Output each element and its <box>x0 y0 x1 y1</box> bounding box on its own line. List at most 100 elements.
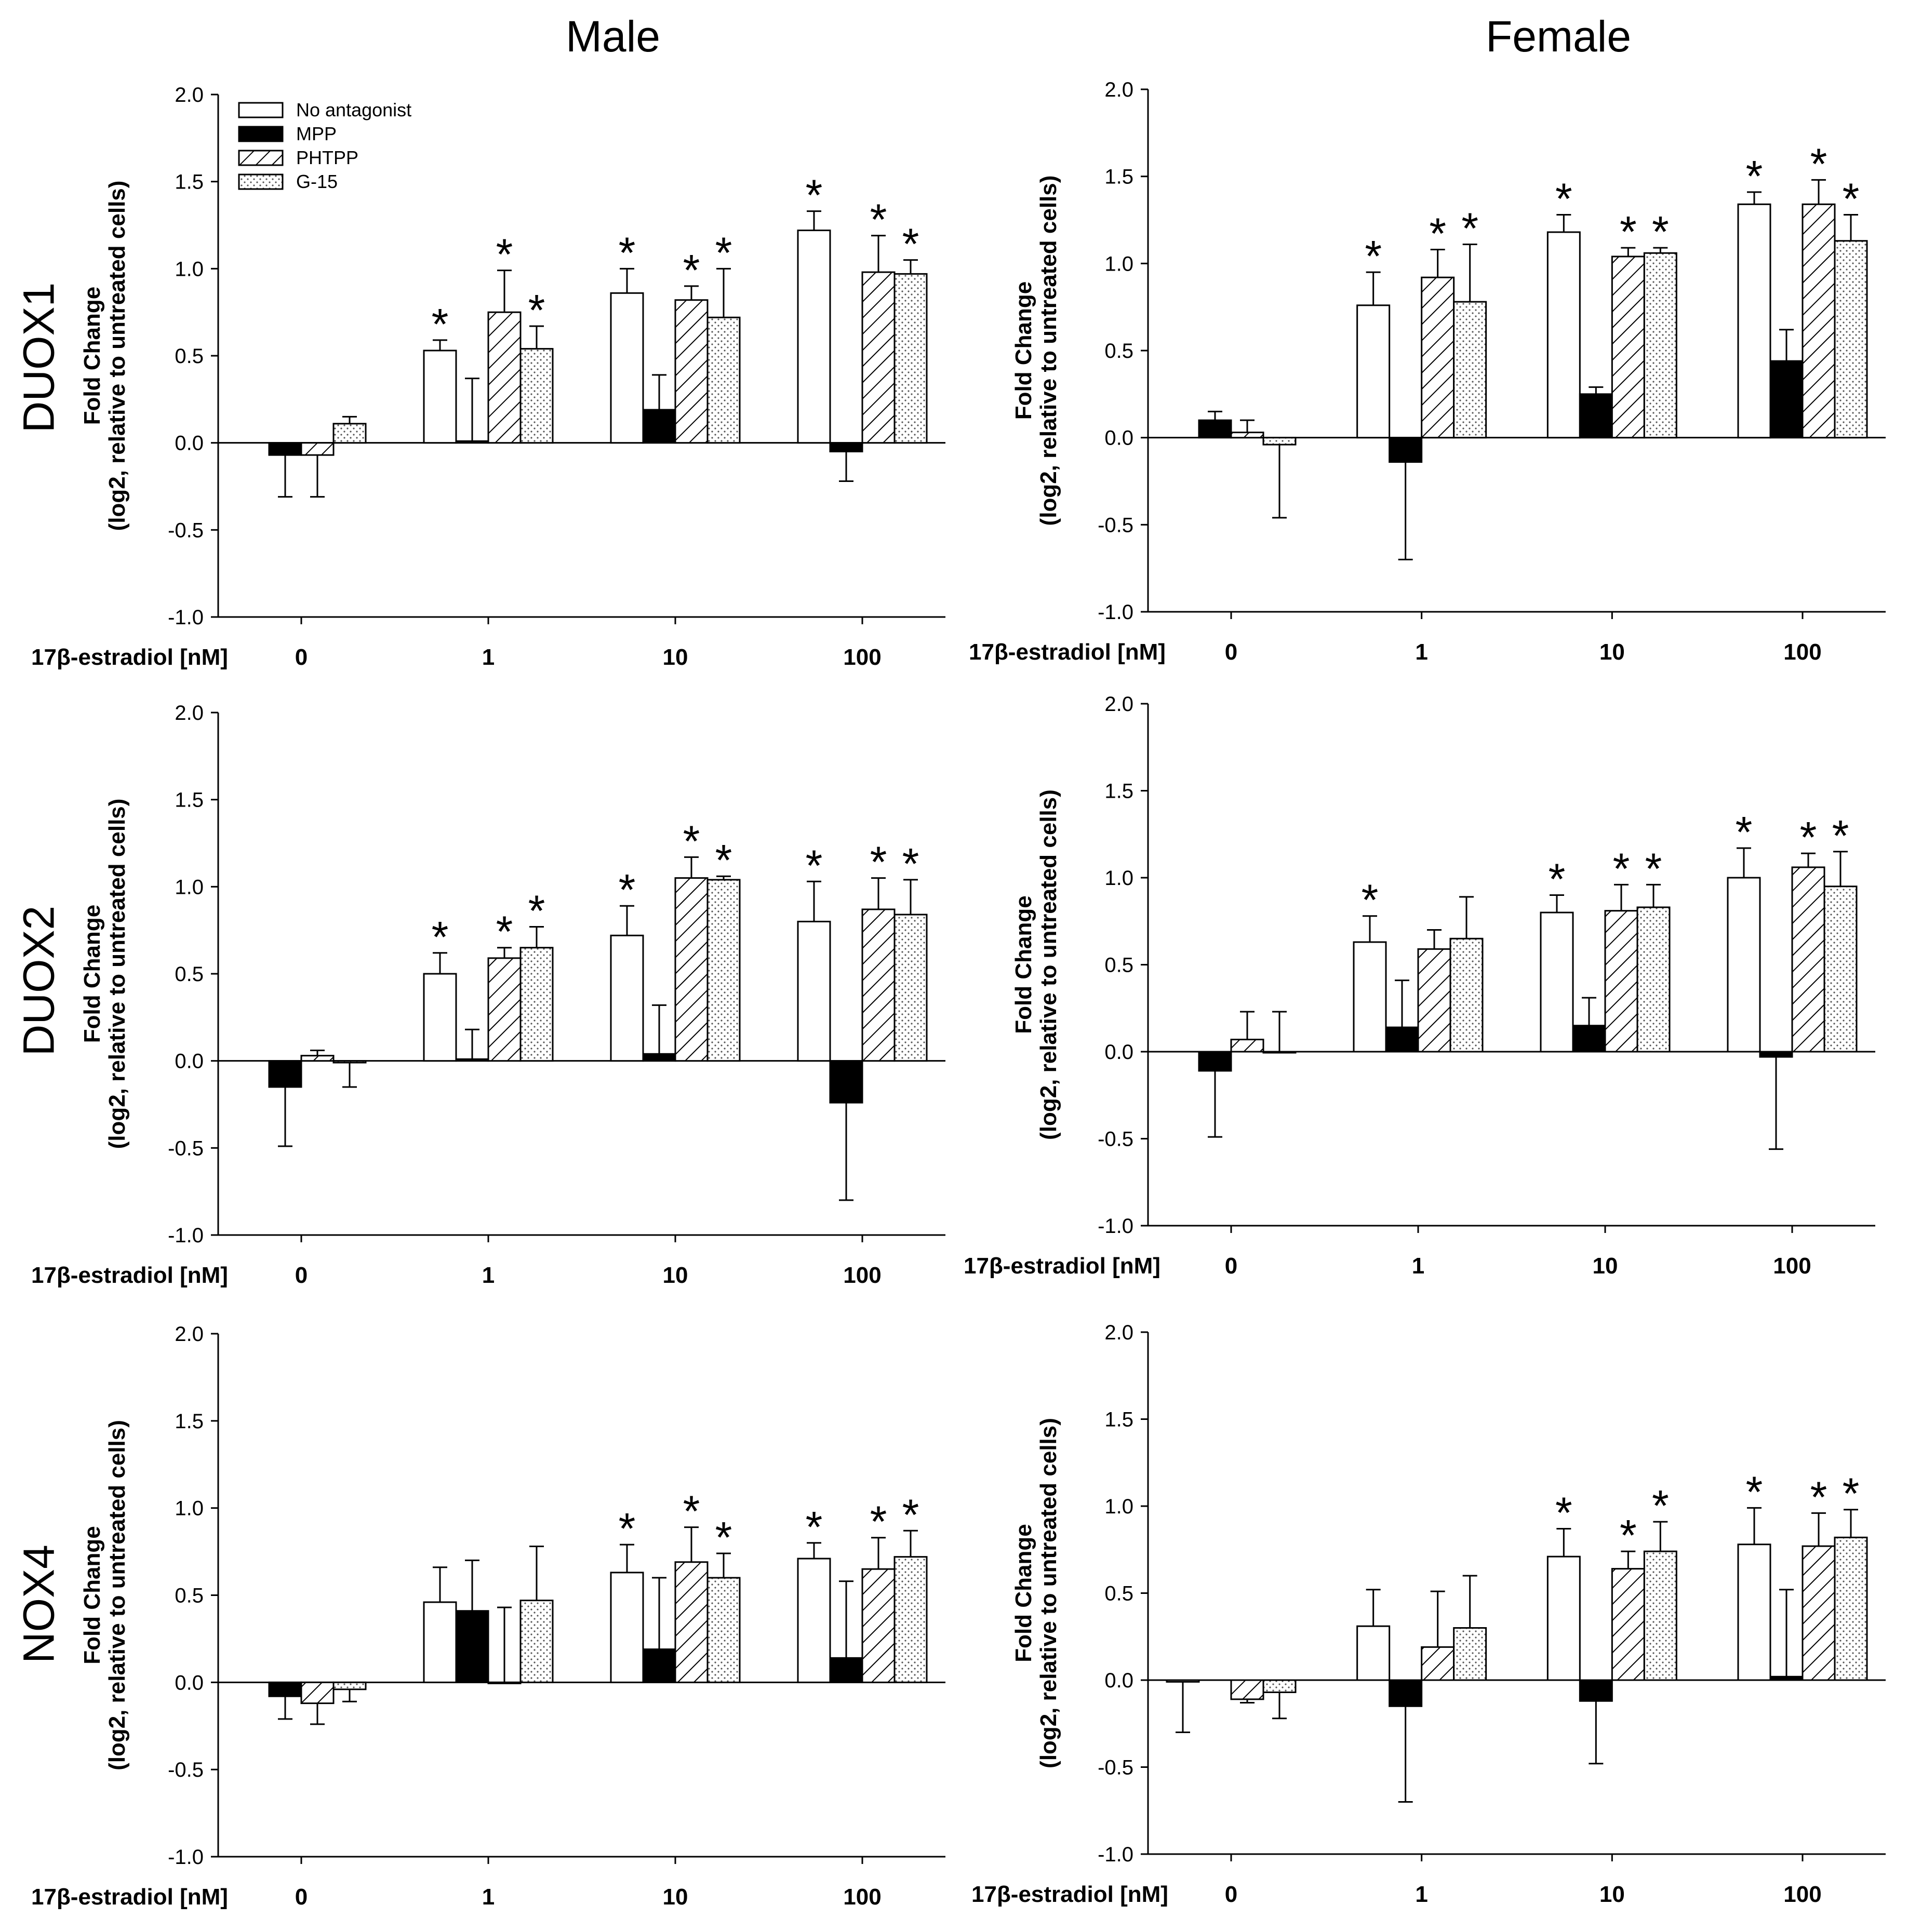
significance-star: * <box>683 246 700 294</box>
significance-star: * <box>1429 209 1446 258</box>
y-tick-label: 1.5 <box>1104 1408 1133 1431</box>
y-tick-label: -0.5 <box>1098 1756 1133 1779</box>
y-tick-label: -0.5 <box>1098 514 1133 536</box>
bar-mpp <box>1769 1675 1804 1681</box>
x-axis-title: 17β-estradiol [nM] <box>969 639 1166 665</box>
bar-no-antagonist <box>1546 1555 1581 1681</box>
y-tick-label: -1.0 <box>1098 1843 1133 1866</box>
x-axis-title: 17β-estradiol [nM] <box>971 1882 1168 1907</box>
bar-phtpp <box>674 299 709 444</box>
bar-phtpp <box>1230 432 1264 439</box>
bar-phtpp <box>1802 203 1836 439</box>
y-tick-label: 0.5 <box>175 963 204 986</box>
significance-star: * <box>1620 1511 1637 1560</box>
x-tick-label: 100 <box>1783 1882 1821 1907</box>
column-title-female: Female <box>1485 12 1632 61</box>
legend-label: No antagonist <box>296 99 411 120</box>
significance-star: * <box>715 228 732 277</box>
y-axis-title: Fold Change <box>1011 895 1036 1034</box>
x-tick-label: 100 <box>843 645 881 670</box>
significance-star: * <box>1652 1481 1669 1530</box>
significance-star: * <box>1362 876 1379 924</box>
x-axis-title: 17β-estradiol [nM] <box>31 1263 228 1288</box>
significance-star: * <box>1810 1472 1827 1521</box>
bar-mpp <box>642 1648 676 1683</box>
bar-g-15 <box>1643 1550 1677 1681</box>
significance-star: * <box>496 230 513 279</box>
bar-g-15 <box>519 348 554 444</box>
significance-star: * <box>1461 204 1478 252</box>
bar-phtpp <box>674 1561 709 1683</box>
bar-mpp <box>829 1657 863 1683</box>
significance-star: * <box>1832 811 1849 860</box>
bar-phtpp <box>300 442 335 456</box>
y-tick-label: 0.0 <box>1104 1041 1133 1064</box>
y-axis-title: Fold Change <box>1011 1524 1036 1662</box>
bar-no-antagonist <box>423 973 457 1062</box>
bar-mpp <box>829 442 863 452</box>
y-tick-label: 2.0 <box>1104 1321 1133 1344</box>
bar-mpp <box>455 1058 489 1062</box>
y-tick-label: 0.5 <box>1104 954 1133 977</box>
y-tick-label: 1.5 <box>175 1410 204 1433</box>
bar-no-antagonist <box>1356 1625 1391 1681</box>
bar-no-antagonist <box>1353 941 1387 1053</box>
bar-no-antagonist <box>1356 304 1391 439</box>
bar-g-15 <box>1643 252 1677 439</box>
y-tick-label: 0.0 <box>1104 1669 1133 1692</box>
y-tick-label: 1.5 <box>175 171 204 194</box>
y-tick-label: 1.0 <box>1104 867 1133 890</box>
significance-star: * <box>1645 844 1662 893</box>
y-axis-subtitle: (log2, relative to untreated cells) <box>1036 176 1061 526</box>
x-axis-title: 17β-estradiol [nM] <box>964 1253 1160 1279</box>
significance-star: * <box>1549 855 1566 904</box>
bar-no-antagonist <box>1737 203 1771 439</box>
legend-swatch <box>238 102 284 118</box>
bar-g-15 <box>893 914 928 1062</box>
y-tick-label: 1.0 <box>175 258 204 280</box>
y-tick-label: 1.0 <box>175 1497 204 1520</box>
bar-phtpp <box>1802 1545 1836 1681</box>
significance-star: * <box>1810 139 1827 188</box>
bar-g-15 <box>706 879 741 1062</box>
bar-mpp <box>1579 1679 1613 1702</box>
y-tick-label: -1.0 <box>168 1846 204 1869</box>
bar-no-antagonist <box>1166 1679 1200 1683</box>
x-axis-title: 17β-estradiol [nM] <box>31 645 228 670</box>
y-tick-label: -0.5 <box>168 1759 204 1781</box>
bar-g-15 <box>332 423 367 444</box>
bar-g-15 <box>519 947 554 1062</box>
significance-star: * <box>1746 1467 1763 1516</box>
y-tick-label: 2.0 <box>1104 693 1133 716</box>
x-tick-label: 0 <box>1225 1253 1237 1279</box>
bar-g-15 <box>893 273 928 444</box>
y-tick-label: 1.5 <box>175 789 204 812</box>
x-tick-label: 10 <box>1599 639 1625 665</box>
significance-star: * <box>1746 152 1763 200</box>
chart-panel-duox1-male: -1.0 -0.5 0.0 0.5 1.0 1.5 2.0 Fold Change (log2,… <box>31 84 945 670</box>
significance-star: * <box>1652 207 1669 256</box>
bar-mpp <box>1198 1051 1232 1072</box>
bar-phtpp <box>674 877 709 1062</box>
x-tick-label: 100 <box>843 1884 881 1910</box>
y-axis-subtitle: (log2, relative to untreated cells) <box>1036 1418 1061 1768</box>
bar-mpp <box>1389 1679 1423 1707</box>
y-tick-label: -0.5 <box>168 519 204 542</box>
bar-phtpp <box>1417 948 1451 1053</box>
bar-no-antagonist <box>1727 877 1761 1053</box>
bar-phtpp <box>487 957 522 1062</box>
y-tick-label: 2.0 <box>175 1323 204 1346</box>
bar-g-15 <box>893 1556 928 1683</box>
bar-no-antagonist <box>797 230 831 444</box>
y-tick-label: 2.0 <box>175 84 204 106</box>
y-tick-label: -1.0 <box>168 606 204 629</box>
significance-star: * <box>806 841 823 890</box>
x-tick-label: 100 <box>1773 1253 1811 1279</box>
x-tick-label: 100 <box>843 1263 881 1288</box>
bar-phtpp <box>300 1681 335 1705</box>
significance-star: * <box>806 1502 823 1551</box>
legend-label: MPP <box>296 123 337 144</box>
bar-mpp <box>829 1060 863 1104</box>
bar-no-antagonist <box>423 350 457 444</box>
